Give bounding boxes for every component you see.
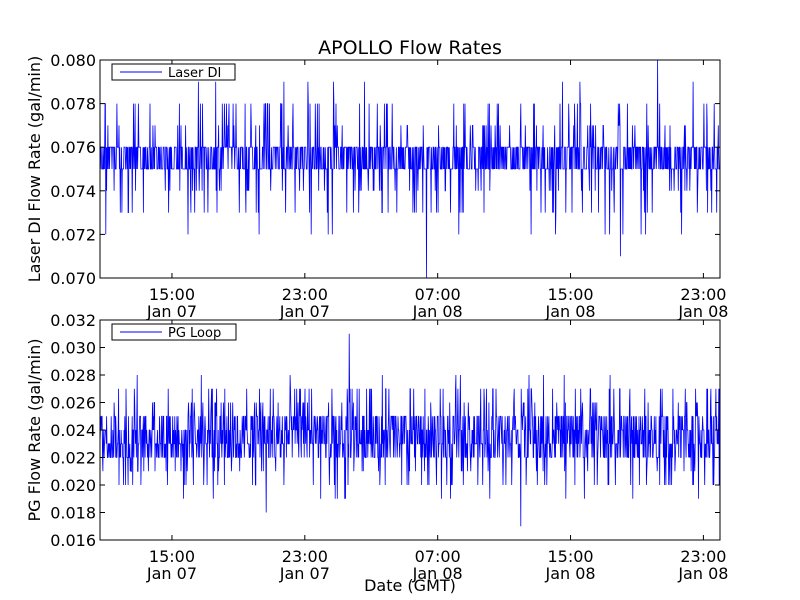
pg-loop-y-tick-label: 0.022 — [50, 449, 96, 468]
laser-di-x-tick-time: 15:00 — [547, 285, 593, 304]
laser-di-x-tick-date: Jan 08 — [544, 302, 595, 321]
chart-title: APOLLO Flow Rates — [318, 37, 502, 59]
pg-loop-y-tick-label: 0.024 — [50, 421, 96, 440]
laser-di-y-tick-label: 0.074 — [50, 182, 96, 201]
pg-loop-x-tick-date: Jan 07 — [146, 564, 197, 583]
pg-loop-ticks: 0.016 0.018 0.020 0.022 0.024 0.026 0.028 0.030… — [50, 311, 728, 583]
laser-di-x-tick-time: 23:00 — [680, 285, 726, 304]
pg-loop-y-axis-label: PG Flow Rate (gal/min) — [25, 339, 44, 522]
laser-di-series-layer — [99, 59, 721, 279]
laser-di-x-tick-date: Jan 08 — [677, 302, 728, 321]
laser-di-y-axis-label: Laser DI Flow Rate (gal/min) — [25, 56, 44, 283]
pg-loop-series-line — [99, 333, 721, 527]
pg-loop-x-tick-time: 23:00 — [680, 547, 726, 566]
pg-loop-panel: 0.016 0.018 0.020 0.022 0.024 0.026 0.028 0.030… — [25, 311, 728, 583]
pg-loop-x-tick-date: Jan 08 — [677, 564, 728, 583]
pg-loop-x-tick-time: 15:00 — [149, 547, 195, 566]
laser-di-legend: Laser DI — [111, 63, 236, 81]
pg-loop-x-tick-date: Jan 07 — [279, 564, 330, 583]
laser-di-x-tick-time: 15:00 — [149, 285, 195, 304]
laser-di-y-tick-label: 0.070 — [50, 269, 96, 288]
laser-di-legend-label: Laser DI — [168, 66, 221, 81]
pg-loop-x-tick-time: 15:00 — [547, 547, 593, 566]
pg-loop-legend-label: PG Loop — [168, 326, 221, 341]
pg-loop-y-tick-label: 0.030 — [50, 339, 96, 358]
laser-di-legend-box — [111, 63, 236, 81]
pg-loop-x-tick-time: 23:00 — [282, 547, 328, 566]
laser-di-y-tick-label: 0.076 — [50, 138, 96, 157]
pg-loop-y-tick-label: 0.026 — [50, 394, 96, 413]
laser-di-y-tick-label: 0.080 — [50, 51, 96, 70]
laser-di-x-tick-date: Jan 08 — [412, 302, 463, 321]
pg-loop-x-tick-time: 07:00 — [415, 547, 461, 566]
x-axis-label: Date (GMT) — [364, 576, 456, 595]
pg-loop-x-tick-date: Jan 08 — [544, 564, 595, 583]
pg-loop-legend: PG Loop — [111, 323, 237, 341]
laser-di-x-tick-date: Jan 07 — [279, 302, 330, 321]
pg-loop-y-tick-label: 0.028 — [50, 366, 96, 385]
pg-loop-y-tick-label: 0.018 — [50, 504, 96, 523]
pg-loop-y-tick-label: 0.016 — [50, 531, 96, 550]
laser-di-x-tick-date: Jan 07 — [146, 302, 197, 321]
laser-di-y-tick-label: 0.072 — [50, 225, 96, 244]
laser-di-y-tick-label: 0.078 — [50, 95, 96, 114]
pg-loop-y-tick-label: 0.020 — [50, 476, 96, 495]
laser-di-axes-frame — [99, 59, 721, 279]
pg-loop-y-tick-label: 0.032 — [50, 311, 96, 330]
laser-di-x-tick-time: 23:00 — [282, 285, 328, 304]
laser-di-x-tick-time: 07:00 — [415, 285, 461, 304]
laser-di-series-line — [99, 59, 721, 279]
pg-loop-legend-box — [111, 323, 237, 341]
pg-loop-series-layer — [99, 333, 721, 527]
pg-loop-x-tick-date: Jan 08 — [412, 564, 463, 583]
